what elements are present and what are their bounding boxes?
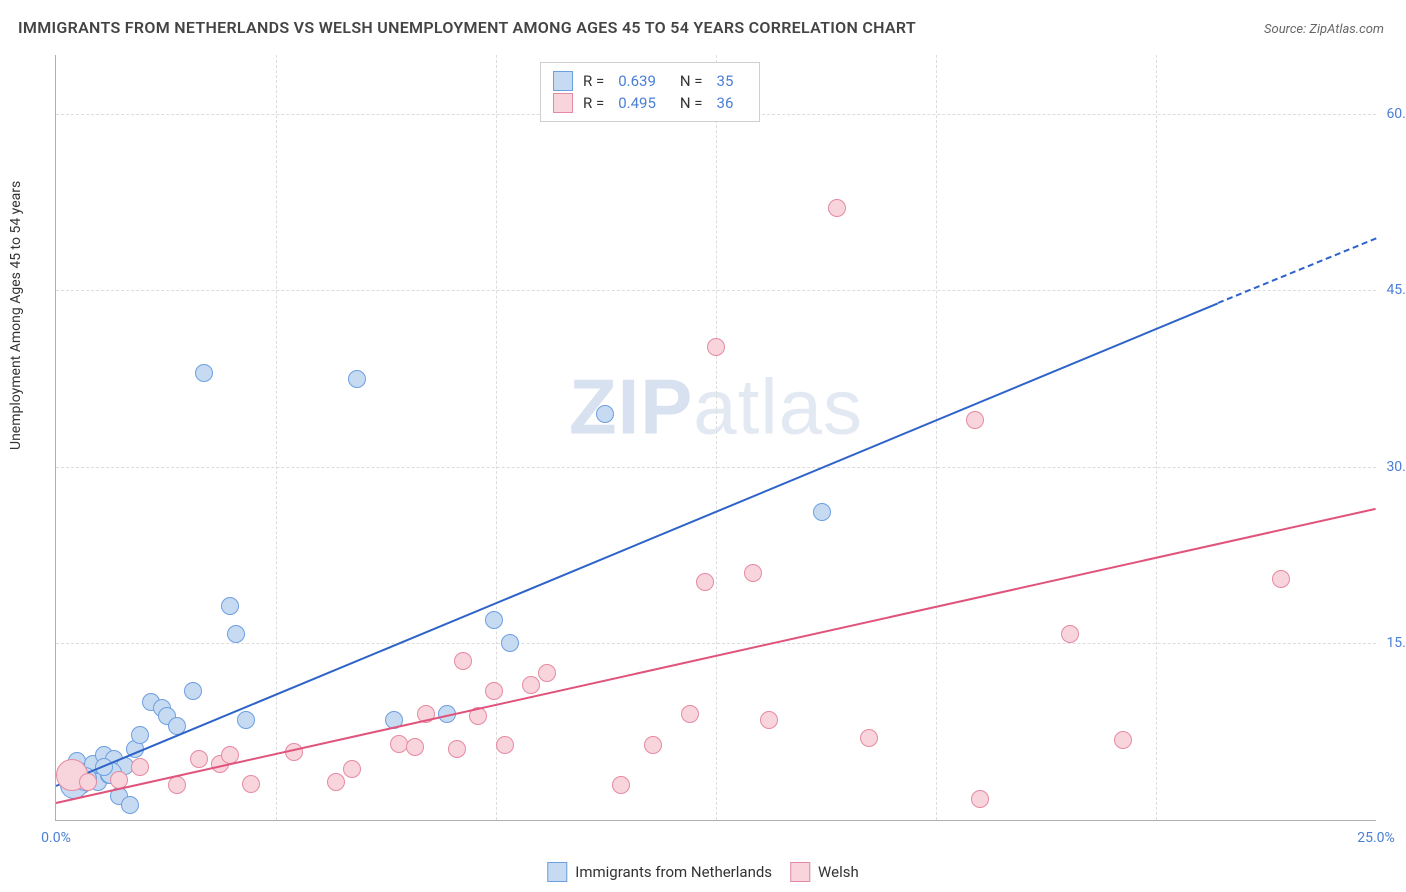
- n-label: N =: [680, 94, 703, 112]
- data-point-netherlands: [237, 711, 255, 729]
- legend-item: Immigrants from Netherlands: [547, 862, 772, 882]
- data-point-welsh: [485, 682, 503, 700]
- data-point-welsh: [644, 736, 662, 754]
- data-point-netherlands: [348, 370, 366, 388]
- watermark-zip: ZIP: [569, 362, 693, 450]
- legend-swatch: [547, 862, 567, 882]
- data-point-welsh: [327, 773, 345, 791]
- data-point-welsh: [966, 411, 984, 429]
- data-point-welsh: [696, 573, 714, 591]
- data-point-netherlands: [195, 364, 213, 382]
- data-point-welsh: [343, 760, 361, 778]
- r-value: 0.639: [618, 72, 656, 90]
- data-point-netherlands: [184, 682, 202, 700]
- data-point-welsh: [612, 776, 630, 794]
- data-point-welsh: [190, 750, 208, 768]
- data-point-netherlands: [121, 796, 139, 814]
- gridline-v: [936, 55, 937, 820]
- y-tick-label: 60.0%: [1386, 106, 1406, 122]
- n-value: 36: [717, 94, 734, 112]
- legend-label: Welsh: [818, 863, 859, 881]
- stats-legend: R = 0.639 N = 35 R = 0.495 N = 36: [540, 62, 760, 122]
- data-point-netherlands: [221, 597, 239, 615]
- data-point-welsh: [454, 652, 472, 670]
- data-point-netherlands: [227, 625, 245, 643]
- y-tick-label: 30.0%: [1386, 459, 1406, 475]
- x-tick-label: 0.0%: [41, 830, 71, 846]
- data-point-netherlands: [813, 503, 831, 521]
- data-point-welsh: [448, 740, 466, 758]
- r-label: R =: [583, 72, 604, 90]
- n-value: 35: [717, 72, 734, 90]
- data-point-netherlands: [596, 405, 614, 423]
- swatch-netherlands: [553, 71, 573, 91]
- source-label: Source: ZipAtlas.com: [1264, 22, 1384, 37]
- data-point-welsh: [1272, 570, 1290, 588]
- data-point-welsh: [1114, 731, 1132, 749]
- watermark-atlas: atlas: [693, 362, 863, 450]
- legend-swatch: [790, 862, 810, 882]
- data-point-netherlands: [131, 726, 149, 744]
- legend-label: Immigrants from Netherlands: [575, 863, 772, 881]
- data-point-welsh: [168, 776, 186, 794]
- stats-row-netherlands: R = 0.639 N = 35: [553, 71, 747, 91]
- y-tick-label: 45.0%: [1386, 282, 1406, 298]
- series-legend: Immigrants from Netherlands Welsh: [547, 862, 858, 882]
- r-value: 0.495: [618, 94, 656, 112]
- legend-item: Welsh: [790, 862, 859, 882]
- gridline-v: [276, 55, 277, 820]
- data-point-netherlands: [501, 634, 519, 652]
- data-point-welsh: [971, 790, 989, 808]
- y-tick-label: 15.0%: [1386, 635, 1406, 651]
- plot-area: ZIPatlas 15.0%30.0%45.0%60.0%0.0%25.0%: [55, 55, 1376, 821]
- data-point-welsh: [406, 738, 424, 756]
- data-point-welsh: [522, 676, 540, 694]
- data-point-welsh: [131, 758, 149, 776]
- r-label: R =: [583, 94, 604, 112]
- stats-row-welsh: R = 0.495 N = 36: [553, 93, 747, 113]
- swatch-welsh: [553, 93, 573, 113]
- y-axis-label: Unemployment Among Ages 45 to 54 years: [8, 181, 24, 450]
- data-point-welsh: [1061, 625, 1079, 643]
- data-point-welsh: [538, 664, 556, 682]
- gridline-v: [716, 55, 717, 820]
- data-point-welsh: [242, 775, 260, 793]
- x-tick-label: 25.0%: [1357, 830, 1395, 846]
- data-point-welsh: [496, 736, 514, 754]
- trendline-netherlands: [56, 302, 1218, 786]
- data-point-welsh: [760, 711, 778, 729]
- data-point-welsh: [79, 773, 97, 791]
- chart-title: IMMIGRANTS FROM NETHERLANDS VS WELSH UNE…: [18, 18, 916, 37]
- trendline-dash-netherlands: [1217, 237, 1376, 304]
- data-point-welsh: [681, 705, 699, 723]
- data-point-welsh: [744, 564, 762, 582]
- data-point-netherlands: [485, 611, 503, 629]
- data-point-welsh: [828, 199, 846, 217]
- data-point-welsh: [860, 729, 878, 747]
- n-label: N =: [680, 72, 703, 90]
- data-point-welsh: [707, 338, 725, 356]
- gridline-v: [1156, 55, 1157, 820]
